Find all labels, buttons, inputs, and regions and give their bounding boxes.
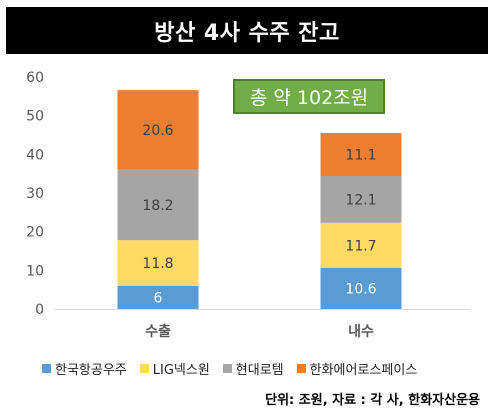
- bar-segment: [320, 133, 402, 176]
- bar-segment: [117, 169, 199, 241]
- y-tick-label: 50: [26, 109, 44, 125]
- legend-item-현대로템: 현대로템: [222, 359, 284, 378]
- data-label: 11.8: [142, 256, 173, 272]
- x-category-label: 수출: [145, 323, 171, 340]
- legend-label: 현대로템: [235, 362, 284, 378]
- legend-item-한국항공우주: 한국항공우주: [42, 359, 127, 378]
- y-tick-label: 20: [26, 225, 44, 241]
- legend-item-한화에어로스페이스: 한화에어로스페이스: [296, 359, 418, 378]
- chart-legend: 한국항공우주 LIG넥스원 현대로템 한화에어로스페이스: [42, 358, 482, 378]
- data-label: 11.7: [345, 238, 376, 254]
- y-tick-label: 0: [35, 302, 44, 318]
- data-label: 10.6: [345, 282, 376, 298]
- legend-label: 한국항공우주: [55, 362, 127, 378]
- source-note: 단위: 조원, 자료 : 각 사, 한화자산운용: [265, 393, 480, 408]
- y-tick-label: 60: [26, 70, 44, 86]
- bar-segment: [320, 268, 402, 309]
- bar-segment: [320, 175, 402, 223]
- bar-segment: [117, 240, 199, 286]
- data-label: 11.1: [345, 148, 376, 164]
- data-label: 20.6: [142, 123, 173, 139]
- data-label: 12.1: [345, 192, 376, 208]
- bar-segment: [117, 285, 199, 309]
- chart-title-text: 방산 4사 수주 잔고: [154, 20, 340, 46]
- data-label: 18.2: [142, 198, 173, 214]
- legend-swatch: [296, 363, 306, 373]
- legend-label: LIG넥스원: [152, 362, 210, 378]
- stacked-bar-chart: 0 10 20 30 40 50 60 6 11.8 18.2 20.6 수출 10.6 11.7 12.1…: [26, 70, 470, 340]
- y-tick-label: 30: [26, 186, 44, 202]
- legend-label: 한화에어로스페이스: [309, 362, 418, 378]
- legend-swatch: [139, 363, 149, 373]
- y-tick-label: 40: [26, 147, 44, 163]
- legend-swatch: [222, 363, 232, 373]
- bar-segment: [117, 90, 199, 170]
- legend-swatch: [42, 363, 51, 373]
- x-category-label: 내수: [348, 324, 374, 340]
- chart-title: 방산 4사 수주 잔고: [6, 7, 488, 54]
- data-label: 6: [154, 290, 163, 306]
- y-tick-label: 10: [26, 263, 44, 279]
- legend-item-lig넥스원: LIG넥스원: [139, 359, 210, 378]
- total-callout-text: 총 약 102조원: [249, 87, 369, 109]
- total-callout: 총 약 102조원: [233, 79, 385, 114]
- bar-segment: [320, 222, 402, 269]
